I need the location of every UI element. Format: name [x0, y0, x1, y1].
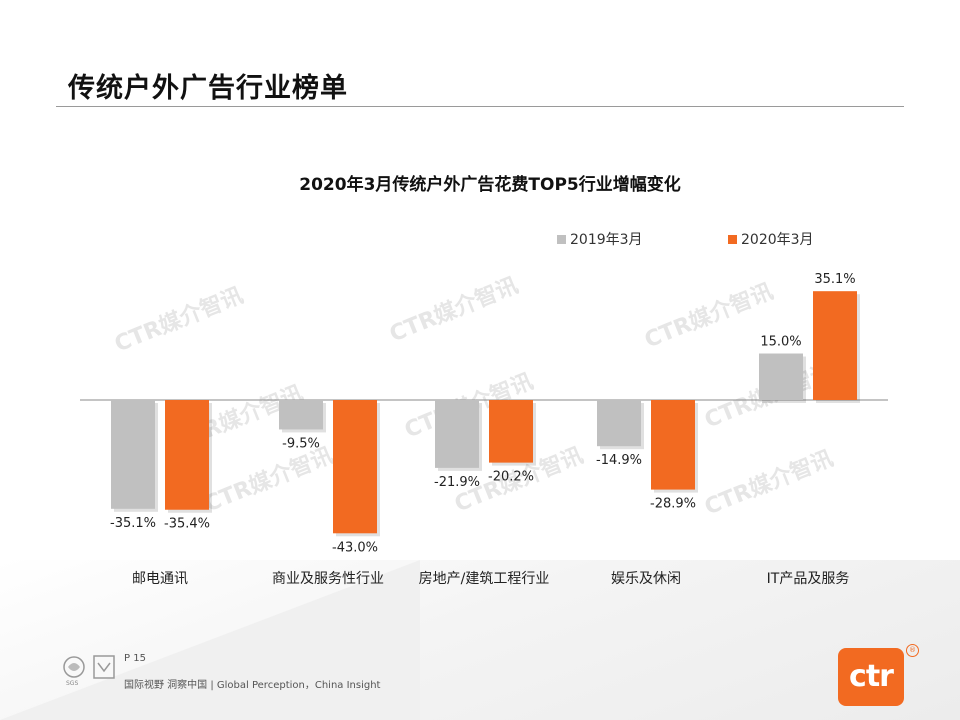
legend-label-2020: 2020年3月 — [741, 232, 814, 248]
title-divider — [56, 106, 904, 107]
data-label-2020-2: -43.0% — [332, 540, 378, 555]
certification-icon: SGS — [63, 655, 115, 687]
slide-title: 传统户外广告行业榜单 — [68, 73, 348, 104]
bar-2020-3 — [489, 400, 533, 463]
legend-item-2019: 2019年3月 — [557, 229, 643, 249]
chart-title: 2020年3月传统户外广告花费TOP5行业增幅变化 — [299, 175, 681, 195]
cert-label: SGS — [66, 680, 78, 687]
category-label-2: 商业及服务性行业 — [272, 571, 384, 587]
ctr-logo: ctr — [838, 648, 904, 706]
bar-2019-1 — [111, 400, 155, 509]
data-label-2020-3: -20.2% — [488, 470, 534, 485]
background-shape — [0, 560, 420, 720]
bar-2019-4 — [597, 400, 641, 447]
data-label-2019-3: -21.9% — [434, 475, 480, 490]
bar-2019-5 — [759, 353, 803, 400]
data-label-2020-5: 35.1% — [814, 272, 855, 287]
category-label-5: IT产品及服务 — [767, 571, 850, 587]
data-label-2019-1: -35.1% — [110, 516, 156, 531]
data-label-2019-4: -14.9% — [596, 453, 642, 468]
legend-swatch-2019 — [557, 234, 566, 244]
bar-2020-2 — [333, 400, 377, 534]
bar-2019-3 — [435, 400, 479, 468]
bar-2020-1 — [165, 400, 209, 510]
bar-2019-2 — [279, 400, 323, 430]
bar-2020-5 — [813, 291, 857, 400]
bar-2020-4 — [651, 400, 695, 490]
page-number: P 15 — [124, 653, 146, 664]
legend-swatch-2020 — [728, 234, 737, 244]
data-label-2019-2: -9.5% — [282, 436, 320, 451]
category-label-1: 邮电通讯 — [132, 571, 188, 587]
footer-tagline: 国际视野 洞察中国 | Global Perception，China Insi… — [124, 680, 381, 691]
registered-mark-icon: ® — [906, 644, 919, 657]
data-label-2020-4: -28.9% — [650, 497, 696, 512]
category-label-3: 房地产/建筑工程行业 — [419, 571, 550, 587]
data-label-2020-1: -35.4% — [164, 517, 210, 532]
category-label-4: 娱乐及休闲 — [611, 571, 681, 587]
legend-item-2020: 2020年3月 — [728, 229, 814, 249]
legend-label-2019: 2019年3月 — [570, 232, 643, 248]
data-label-2019-5: 15.0% — [760, 335, 801, 350]
